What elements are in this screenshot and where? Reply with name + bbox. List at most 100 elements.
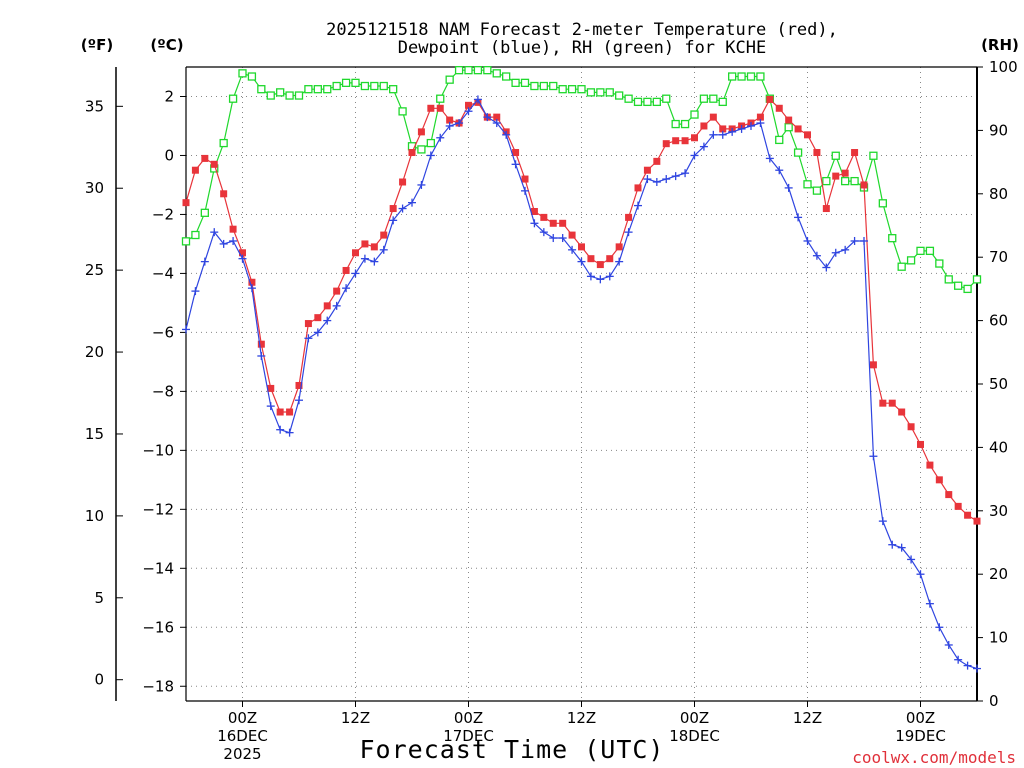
rh-point [492, 69, 501, 78]
temperature-point [380, 231, 388, 239]
temperature-point [578, 243, 585, 251]
temperature-point [210, 160, 218, 168]
temperature-point [653, 157, 661, 165]
dewpoint-point [304, 334, 313, 343]
temperature-point [201, 154, 209, 162]
celsius-tick-label: −6 [152, 323, 174, 341]
rh-point [699, 94, 709, 103]
rh-point [906, 256, 916, 265]
rh-point [285, 91, 294, 100]
temperature-point [408, 149, 416, 157]
dewpoint-point [718, 130, 727, 139]
rh-tick-label: 90 [989, 121, 1008, 139]
temperature-point [898, 408, 906, 416]
celsius-axis-ticks: 2 0 −2 −4 −6 −8 −10 −12 −14 −16 −18 [142, 87, 186, 695]
rh-point [925, 246, 935, 256]
dewpoint-point [549, 234, 558, 243]
rh-point [746, 72, 756, 81]
rh-point [511, 78, 520, 87]
dewpoint-point [285, 428, 294, 437]
temperature-point [907, 423, 915, 431]
temperature-point [286, 408, 294, 416]
dewpoint-point [973, 664, 981, 673]
dewpoint-point [615, 257, 624, 266]
dewpoint-point [596, 275, 605, 284]
rh-tick-label: 10 [989, 629, 1008, 647]
rh-point [191, 230, 200, 240]
dewpoint-point [671, 172, 680, 181]
rh-point [276, 88, 285, 97]
rh-point [313, 85, 322, 94]
rh-point [266, 91, 275, 100]
temperature-point [239, 249, 246, 257]
rh-point [247, 72, 257, 81]
dewpoint-point [408, 198, 416, 207]
rh-series [181, 66, 982, 294]
gridlines [186, 67, 977, 701]
dewpoint-point [652, 178, 661, 187]
celsius-tick-label: −4 [152, 264, 174, 282]
rh-point [803, 180, 812, 189]
rh-point [389, 85, 398, 94]
temperature-point [399, 178, 407, 186]
time-tick-label: 12Z [567, 709, 596, 727]
dewpoint-point [690, 151, 699, 160]
dewpoint-point [182, 325, 190, 334]
rh-point [869, 151, 878, 160]
rh-point [483, 66, 492, 75]
temperature-point [794, 125, 802, 133]
dewpoint-point [492, 119, 501, 128]
dewpoint-point [841, 245, 850, 254]
fahrenheit-tick-label: 5 [94, 589, 104, 607]
temperature-point [832, 172, 840, 180]
temperature-point [333, 287, 341, 295]
rh-point [784, 123, 793, 132]
dewpoint-point [417, 180, 426, 189]
dewpoint-point [247, 284, 256, 293]
temperature-point [427, 104, 435, 112]
celsius-unit-label: (ºC) [150, 36, 183, 54]
dewpoint-point [944, 640, 953, 649]
temperature-point [785, 116, 793, 124]
rh-point [850, 176, 859, 186]
dewpoint-point [803, 236, 812, 245]
temperature-point [512, 149, 520, 157]
rh-point [680, 119, 690, 129]
rh-point [417, 145, 426, 154]
temperature-point [756, 113, 764, 121]
dewpoint-point [398, 204, 407, 213]
rh-tick-label: 0 [989, 692, 999, 710]
temperature-point [766, 95, 774, 103]
rh-tick-label: 100 [989, 58, 1018, 76]
rh-point [822, 176, 831, 186]
rh-point [332, 81, 341, 91]
rh-point [624, 94, 633, 103]
temperature-point [248, 278, 256, 286]
temperature-point [775, 104, 783, 112]
rh-point [502, 72, 511, 81]
dewpoint-point [521, 186, 529, 195]
dewpoint-point [916, 570, 925, 579]
rh-point [963, 284, 972, 294]
rh-point [426, 138, 435, 148]
temperature-point [691, 134, 698, 142]
dewpoint-point [850, 236, 859, 245]
dewpoint-point [869, 452, 878, 461]
dewpoint-point [351, 269, 360, 278]
celsius-tick-label: −8 [152, 382, 174, 400]
dewpoint-point [483, 113, 492, 122]
rh-point [897, 262, 906, 271]
dewpoint-point [860, 236, 868, 245]
celsius-tick-label: 2 [164, 87, 174, 105]
x-axis-label: Forecast Time (UTC) [360, 735, 665, 764]
fahrenheit-tick-label: 30 [85, 179, 104, 197]
celsius-tick-label: −16 [142, 618, 174, 636]
rh-point [841, 176, 850, 186]
rh-point [709, 94, 718, 103]
temperature-point [276, 408, 284, 416]
rh-point [473, 66, 483, 75]
rh-point [812, 186, 822, 195]
celsius-tick-label: −12 [142, 500, 174, 518]
dewpoint-point [709, 130, 718, 139]
dewpoint-point [568, 245, 577, 254]
